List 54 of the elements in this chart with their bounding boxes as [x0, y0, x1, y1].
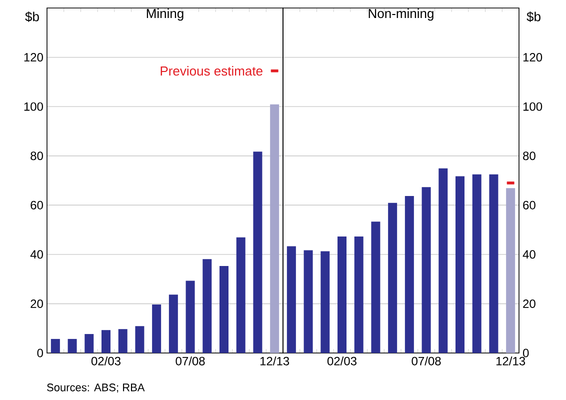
y-axis-title: $b: [25, 12, 39, 22]
bar: [118, 329, 128, 353]
y-tick-label: 80: [30, 152, 44, 160]
y-tick-label: 40: [522, 250, 536, 259]
y-tick-label: 80: [523, 152, 536, 160]
x-tick-label: 12/13: [260, 356, 290, 366]
x-tick-label: 02/03: [91, 356, 120, 366]
chart-title: Mining: [146, 8, 184, 21]
bar: [152, 304, 162, 353]
x-tick-label: 02/03: [327, 356, 356, 366]
bar: [253, 152, 262, 353]
bar: [236, 237, 246, 353]
bar: [102, 330, 110, 353]
bar: [438, 168, 448, 353]
bar: [388, 202, 398, 353]
bar: [422, 187, 431, 353]
bar: [186, 280, 195, 353]
y-tick-label: 60: [30, 200, 44, 210]
y-axis-title: $b: [526, 12, 540, 22]
y-tick-label: 120: [523, 53, 542, 62]
source-note: Sources: ABS; RBA: [47, 384, 145, 393]
x-tick-label: 07/08: [412, 356, 441, 366]
bar: [135, 326, 144, 353]
bar: [202, 259, 212, 353]
bar: [489, 174, 498, 353]
annotation: Previous estimate: [160, 66, 262, 76]
chart-title: Non-mining: [368, 8, 434, 21]
y-tick-label: 0: [37, 348, 44, 358]
x-tick-label: 07/08: [176, 356, 205, 366]
bar: [456, 176, 464, 353]
y-tick-label: 40: [30, 250, 44, 259]
bar: [84, 334, 94, 353]
y-tick-label: 60: [523, 200, 536, 210]
bar: [68, 338, 77, 353]
y-tick-label: 120: [24, 53, 43, 62]
y-tick-label: 20: [523, 299, 536, 308]
bar: [50, 338, 60, 353]
y-tick-label: 0: [523, 348, 529, 358]
y-tick-label: 20: [30, 299, 44, 308]
bar: [304, 250, 313, 353]
bar: [506, 188, 516, 353]
bar: [354, 236, 364, 353]
bar: [404, 196, 414, 353]
bar: [472, 174, 482, 353]
bar: [220, 266, 228, 353]
bar: [168, 294, 178, 353]
bar: [371, 222, 380, 353]
y-tick-label: 100: [24, 102, 43, 111]
bar: [270, 104, 280, 353]
y-tick-label: 100: [523, 102, 542, 111]
bar: [338, 236, 346, 353]
x-tick-label: 12/13: [496, 356, 526, 366]
bar: [286, 246, 296, 353]
bar: [320, 251, 330, 353]
